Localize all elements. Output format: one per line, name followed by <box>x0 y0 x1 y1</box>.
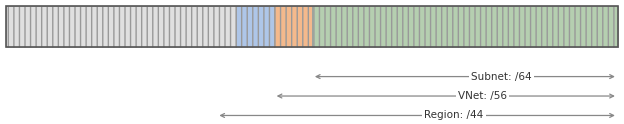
Bar <box>312 6 618 47</box>
Text: Subnet: /64: Subnet: /64 <box>471 72 532 82</box>
Bar <box>274 6 312 47</box>
Bar <box>236 6 274 47</box>
Text: Region: /44: Region: /44 <box>424 110 484 121</box>
Bar <box>274 6 312 47</box>
Text: VNet: /56: VNet: /56 <box>458 91 507 101</box>
Bar <box>6 6 618 47</box>
Bar <box>312 6 618 47</box>
Bar <box>6 6 236 47</box>
Text: 20 010db8 00000000 00000000 00000000  00000000 00000000  00000000 00000000: 20 010db8 00000000 00000000 00000000 000… <box>49 0 575 1</box>
Bar <box>236 6 274 47</box>
Bar <box>6 6 236 47</box>
